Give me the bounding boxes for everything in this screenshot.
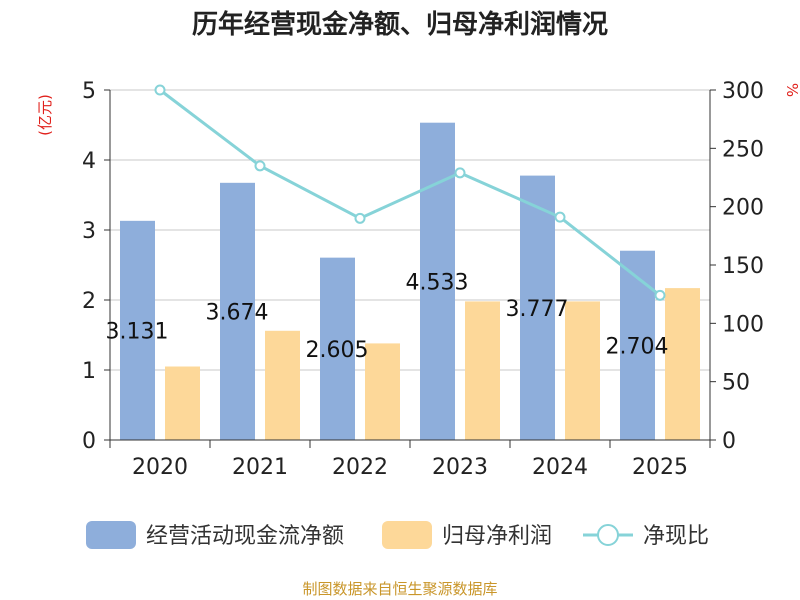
left-tick-label: 2: [82, 289, 96, 314]
left-tick-label: 3: [82, 219, 96, 244]
bar-2023-cashflow: [420, 122, 455, 440]
legend-label-profit: 归母净利润: [442, 524, 552, 549]
data-label: 4.533: [406, 270, 469, 295]
bar-2024-cashflow: [520, 175, 555, 441]
bar-2021-profit: [265, 330, 300, 440]
ratio-polyline: [159, 88, 661, 297]
x-tick-label: 2023: [432, 455, 488, 480]
legend-marker-ratio: [597, 524, 619, 546]
legend-label-ratio: 净现比: [643, 524, 709, 549]
data-label: 3.674: [206, 300, 269, 325]
left-tick-label: 5: [82, 79, 96, 104]
data-label: 2.704: [606, 334, 669, 359]
ratio-point-2022: [354, 212, 366, 224]
grid-lines: [110, 89, 710, 371]
legend-swatch-cashflow: [86, 521, 136, 549]
right-tick-label: 100: [722, 312, 764, 337]
legend-swatch-profit: [382, 521, 432, 549]
bar-2023-profit: [465, 301, 500, 440]
right-tick-label: 0: [722, 429, 736, 454]
left-tick-label: 0: [82, 429, 96, 454]
right-axis-unit: %: [783, 83, 800, 97]
chart-title: 历年经营现金净额、归母净利润情况: [192, 9, 608, 40]
bar-2020-profit: [165, 366, 200, 440]
x-tick-label: 2025: [632, 455, 688, 480]
x-tick-label: 2021: [232, 455, 288, 480]
ratio-point-2025: [654, 289, 666, 301]
ratio-point-2024: [554, 211, 566, 223]
right-tick-label: 200: [722, 196, 764, 221]
right-tick-label: 300: [722, 79, 764, 104]
legend-label-cashflow: 经营活动现金流净额: [146, 524, 344, 549]
right-tick-label: 50: [722, 371, 750, 396]
data-label: 3.131: [106, 319, 169, 344]
bar-2024-profit: [565, 301, 600, 440]
right-tick-label: 250: [722, 137, 764, 162]
ratio-point-2020: [154, 84, 166, 96]
x-tick-label: 2022: [332, 455, 388, 480]
data-label: 3.777: [506, 297, 569, 322]
bar-2022-cashflow: [320, 257, 355, 440]
bar-2020-cashflow: [120, 220, 155, 440]
bar-2021-cashflow: [220, 182, 255, 440]
x-tick-label: 2024: [532, 455, 588, 480]
ratio-point-2021: [254, 160, 266, 172]
bar-2025-profit: [665, 288, 700, 440]
right-tick-label: 150: [722, 254, 764, 279]
source-note: 制图数据来自恒生聚源数据库: [302, 580, 497, 598]
legend: 经营活动现金流净额 归母净利润 净现比: [86, 521, 709, 549]
bar-2022-profit: [365, 343, 400, 440]
ratio-point-2023: [454, 167, 466, 179]
left-axis-unit: (亿元): [36, 94, 54, 136]
x-tick-label: 2020: [132, 455, 188, 480]
bar-2025-cashflow: [620, 250, 655, 440]
left-tick-label: 4: [82, 149, 96, 174]
data-labels: 3.131 3.674 2.605 4.533 3.777 2.704: [106, 270, 669, 362]
data-label: 2.605: [306, 338, 369, 363]
bars: [120, 122, 700, 441]
ratio-line: [154, 84, 666, 301]
left-tick-label: 1: [82, 359, 96, 384]
